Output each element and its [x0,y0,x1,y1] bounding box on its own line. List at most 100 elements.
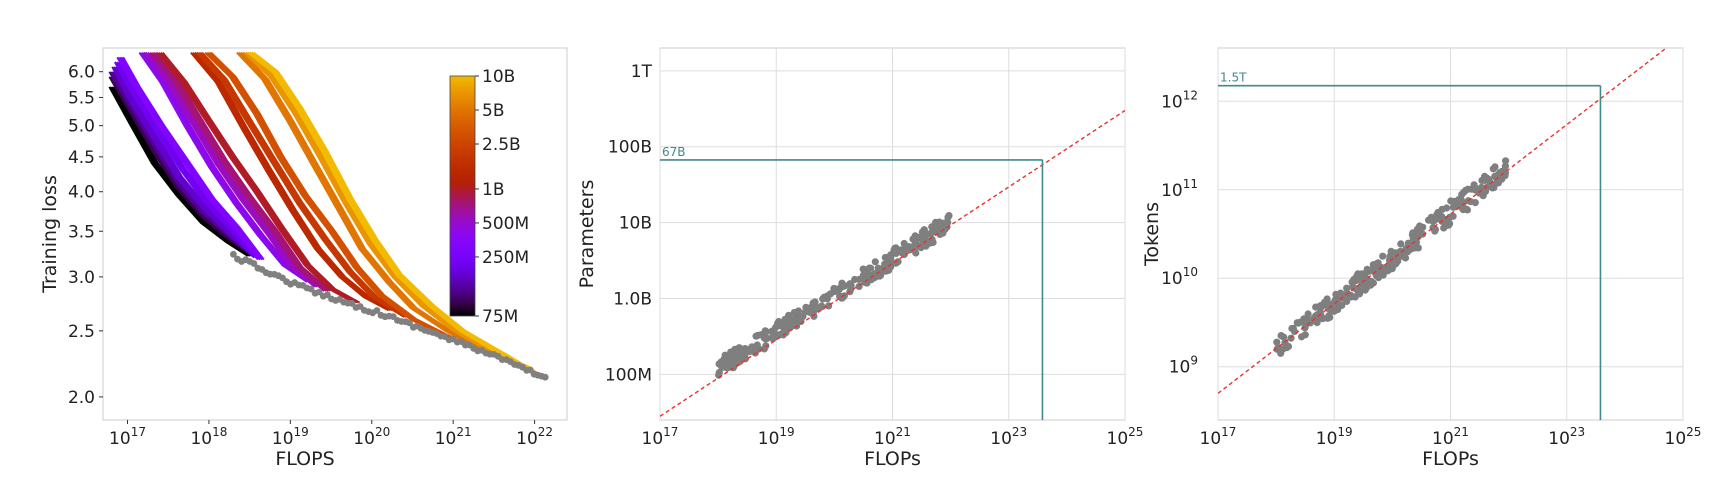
loss-curve-10-3 [195,51,395,312]
data-point [841,282,849,290]
y-tick-label: 4.0 [68,183,95,203]
y-tick-label: 3.5 [68,222,95,242]
data-point [936,230,944,238]
loss-curve-12-3 [210,51,452,338]
data-point [834,285,843,293]
loss-curve-2-0 [108,71,252,256]
loss-curve-8-2 [153,51,329,292]
x-tick-label: 1017 [1200,425,1237,449]
data-point [1429,217,1437,225]
frontier-point [315,288,323,296]
frontier-point [307,285,315,293]
x-tick-label-base: 10 [758,429,780,449]
data-point [1369,279,1377,287]
data-point [900,239,908,248]
data-point [726,359,734,367]
data-point [1379,252,1387,260]
data-point [790,308,798,317]
data-point [887,254,895,262]
x-tick-label-exponent: 21 [896,425,911,439]
loss-curve-5-3 [122,56,265,261]
loss-curves [108,51,549,381]
data-point [818,302,826,310]
loss-curve-6-0 [138,52,308,283]
data-point [819,295,827,303]
x-tick-label-exponent: 17 [1221,425,1236,439]
loss-curve-7-1 [145,51,318,288]
y-tick-label-exponent: 9 [1190,354,1198,368]
y-tick-label: 1011 [1161,177,1198,201]
loss-curve-10-1 [192,51,391,312]
y-tick-label: 6.0 [68,63,95,83]
colorbar-tick-label: 2.5B [482,135,521,155]
data-point [861,266,869,274]
loss-curve-3-2 [115,66,257,257]
loss-curve-11-2 [199,51,409,318]
data-point [1418,224,1426,232]
data-point [1447,197,1455,205]
y-tick-label-base: 10 [1161,92,1183,112]
loss-curve-7-0 [143,51,316,288]
data-point [867,264,875,272]
data-point [774,319,782,327]
x-tick-label-base: 10 [1200,429,1222,449]
data-point [811,298,819,306]
data-point [1290,327,1299,336]
loss-curve-9-1 [158,51,357,304]
loss-curve-7-2 [147,51,320,288]
x-tick-label-exponent: 25 [1128,425,1143,439]
plot-content [660,109,1125,420]
data-point [1277,332,1285,340]
data-point [1387,247,1395,255]
y-tick-label: 5.5 [68,88,95,108]
data-point [1489,165,1497,173]
fit-line [660,109,1125,417]
x-tick-label-exponent: 17 [663,425,678,439]
data-point [1459,199,1467,207]
loss-curve-12-0 [204,51,446,338]
frontier-point [406,319,413,327]
data-point [1393,254,1401,262]
x-tick-label-exponent: 25 [1686,425,1701,439]
data-point [933,220,941,228]
loss-curve-0-0 [108,86,249,257]
loss-curve-1-1 [110,76,253,255]
y-tick-label: 2.0 [68,388,95,408]
data-point [737,355,745,363]
data-point [926,239,934,247]
y-tick-label-exponent: 10 [1183,265,1198,279]
data-point [1324,314,1332,322]
y-tick-label-exponent: 12 [1183,88,1198,102]
x-tick-label-base: 10 [642,429,664,449]
y-tick-label: 3.0 [68,268,95,288]
loss-curve-3-0 [111,66,253,257]
data-point [1501,170,1509,178]
loss-curve-3-1 [113,66,255,257]
y-tick-label: 100M [605,365,652,385]
y-tick-label: 109 [1169,354,1198,378]
x-tick-label-base: 10 [516,429,538,449]
loss-curve-15-3 [252,51,548,380]
data-point [871,258,879,266]
x-tick-label-base: 10 [1107,429,1129,449]
data-point [909,235,917,243]
frontier-point [373,307,381,314]
loss-curve-13-0 [236,51,511,364]
data-point [739,345,747,353]
y-tick-label-base: 10 [1161,269,1183,289]
loss-curve-4-2 [118,61,259,259]
colorbar-tick-label: 500M [482,214,529,234]
x-tick-label-exponent: 19 [779,425,794,439]
loss-curve-12-2 [208,51,450,338]
loss-curve-10-2 [194,51,393,312]
data-point [1434,208,1442,217]
y-tick-label: 1012 [1161,88,1198,112]
loss-curve-8-0 [149,51,325,292]
frontier-point [348,299,356,307]
data-point [918,228,927,236]
data-point [1297,318,1305,326]
colorbar-tick-label: 10B [482,67,515,87]
x-tick-label-base: 10 [1665,429,1687,449]
plot-content [1218,48,1668,420]
